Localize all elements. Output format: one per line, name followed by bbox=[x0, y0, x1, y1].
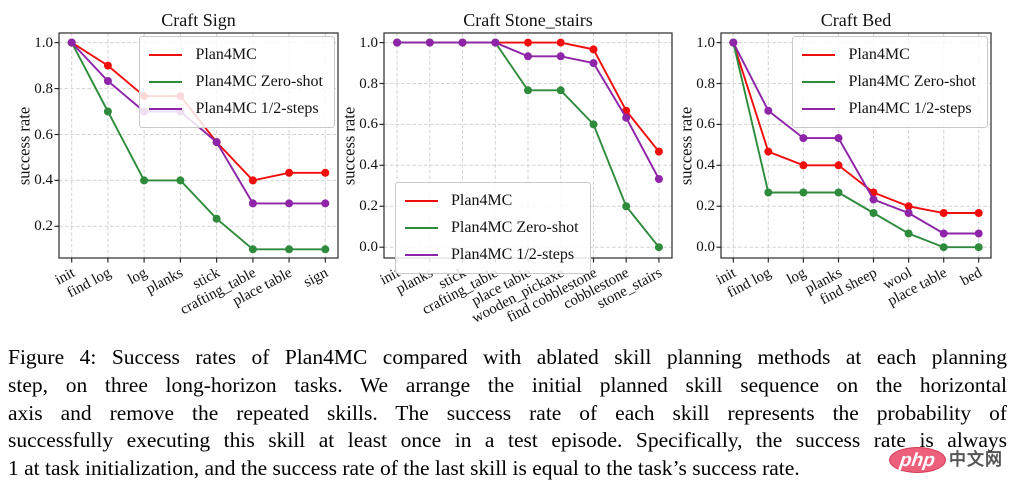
y-tick-label: 1.0 bbox=[359, 34, 378, 51]
y-axis-label: success rate bbox=[676, 106, 696, 186]
chart-craft-bed: Craft Bed success rate Plan4MC Plan4MC Z… bbox=[676, 0, 1017, 338]
y-tick-label: 0.6 bbox=[34, 126, 53, 143]
legend-entry: Plan4MC Zero-shot bbox=[405, 217, 579, 239]
legend-line-swatch bbox=[405, 200, 438, 202]
watermark-site-name: 中文网 bbox=[949, 449, 1003, 469]
legend-entry: Plan4MC Zero-shot bbox=[802, 71, 976, 93]
y-tick-label: 1.0 bbox=[696, 34, 715, 51]
legend-label: Plan4MC 1/2-steps bbox=[848, 100, 972, 117]
legend-label: Plan4MC 1/2-steps bbox=[451, 246, 575, 263]
y-tick-label: 0.0 bbox=[696, 239, 715, 256]
legend: Plan4MC Plan4MC Zero-shot Plan4MC 1/2-st… bbox=[792, 36, 988, 128]
figure-caption: Figure 4: Success rates of Plan4MC compa… bbox=[8, 344, 1007, 483]
legend-line-swatch bbox=[149, 54, 183, 56]
caption-line: successfully executing this skill at lea… bbox=[8, 428, 1007, 453]
caption-line: 1 at task initialization, and the succes… bbox=[8, 456, 800, 481]
legend-line-swatch bbox=[405, 227, 438, 229]
chart-title: Craft Stone_stairs bbox=[463, 10, 593, 30]
legend-entry: Plan4MC bbox=[149, 44, 323, 66]
plot-area bbox=[379, 32, 673, 263]
legend-label: Plan4MC bbox=[195, 46, 257, 63]
y-tick-label: 0.4 bbox=[34, 172, 53, 189]
php-cn-watermark: php 中文网 bbox=[889, 447, 1003, 473]
legend-entry: Plan4MC bbox=[405, 190, 579, 212]
legend-entry: Plan4MC Zero-shot bbox=[149, 71, 323, 93]
y-tick-label: 0.4 bbox=[359, 157, 378, 174]
charts-row: Craft Sign success rate Plan4MC Plan4MC … bbox=[0, 0, 1017, 338]
chart-title: Craft Bed bbox=[820, 10, 892, 30]
legend-label: Plan4MC Zero-shot bbox=[195, 73, 323, 90]
legend: Plan4MC Plan4MC Zero-shot Plan4MC 1/2-st… bbox=[395, 182, 591, 274]
y-axis-label: success rate bbox=[339, 106, 359, 186]
legend-entry: Plan4MC 1/2-steps bbox=[405, 244, 579, 266]
caption-line: step, on three long-horizon tasks. We ar… bbox=[8, 372, 1007, 397]
php-logo-ellipse: php bbox=[889, 447, 946, 473]
legend-label: Plan4MC Zero-shot bbox=[848, 73, 976, 90]
legend-line-swatch bbox=[405, 254, 438, 256]
y-tick-label: 0.6 bbox=[696, 116, 715, 133]
y-tick-label: 0.4 bbox=[696, 157, 715, 174]
y-tick-label: 0.2 bbox=[359, 198, 378, 215]
chart-craft-sign: Craft Sign success rate Plan4MC Plan4MC … bbox=[0, 0, 345, 338]
legend-line-swatch bbox=[802, 54, 836, 56]
y-tick-label: 0.2 bbox=[696, 198, 715, 215]
y-tick-label: 0.0 bbox=[359, 239, 378, 256]
caption-line: Figure 4: Success rates of Plan4MC compa… bbox=[8, 345, 1007, 369]
legend-entry: Plan4MC 1/2-steps bbox=[149, 98, 323, 120]
legend-entry: Plan4MC 1/2-steps bbox=[802, 98, 976, 120]
legend-line-swatch bbox=[802, 108, 836, 110]
legend: Plan4MC Plan4MC Zero-shot Plan4MC 1/2-st… bbox=[139, 36, 335, 128]
legend-line-swatch bbox=[149, 81, 183, 83]
legend-label: Plan4MC bbox=[451, 192, 513, 209]
y-tick-label: 0.8 bbox=[34, 80, 53, 97]
chart-title: Craft Sign bbox=[161, 10, 236, 30]
legend-label: Plan4MC 1/2-steps bbox=[195, 100, 319, 117]
caption-line: axis and remove the repeated skills. The… bbox=[8, 400, 1007, 425]
legend-label: Plan4MC Zero-shot bbox=[451, 219, 579, 236]
chart-craft-stone-stairs: Craft Stone_stairs success rate Plan4MC … bbox=[340, 0, 680, 338]
y-tick-label: 0.6 bbox=[359, 116, 378, 133]
y-tick-label: 1.0 bbox=[34, 34, 53, 51]
legend-entry: Plan4MC bbox=[802, 44, 976, 66]
y-tick-label: 0.8 bbox=[359, 75, 378, 92]
legend-label: Plan4MC bbox=[848, 46, 910, 63]
legend-line-swatch bbox=[802, 81, 836, 83]
y-tick-label: 0.2 bbox=[34, 218, 53, 235]
php-logo-text: php bbox=[898, 449, 937, 471]
legend-line-swatch bbox=[149, 108, 183, 110]
y-tick-label: 0.8 bbox=[696, 75, 715, 92]
